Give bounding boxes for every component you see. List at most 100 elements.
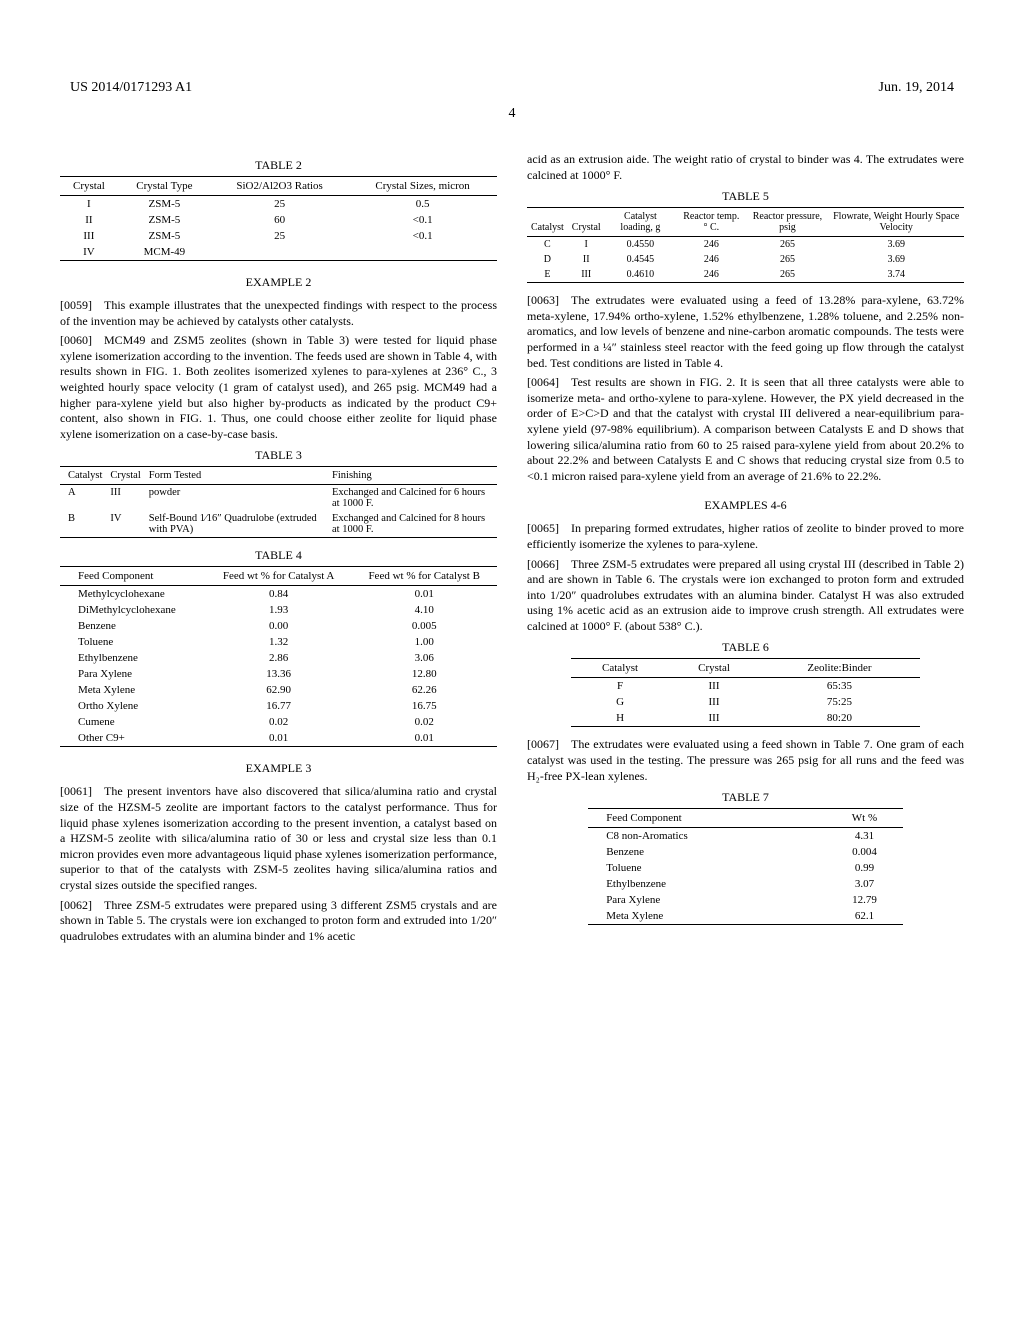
c: Exchanged and Calcined for 6 hours at 10…: [328, 485, 497, 512]
table7: Feed Component Wt % C8 non-Aromatics4.31…: [588, 808, 903, 925]
left-column: TABLE 2 Crystal Crystal Type SiO2/Al2O3 …: [60, 152, 497, 948]
page-number: 4: [60, 106, 964, 122]
c: 62.26: [351, 682, 497, 698]
c: 0.4610: [605, 267, 677, 283]
c: IV: [106, 511, 144, 538]
c: ZSM-5: [118, 196, 211, 213]
c: 0.01: [206, 730, 352, 747]
c: III: [669, 678, 758, 695]
c: III: [669, 710, 758, 727]
t3-h3: Finishing: [328, 467, 497, 485]
t5-h1: Crystal: [568, 208, 605, 237]
c: II: [568, 252, 605, 267]
c: 3.06: [351, 650, 497, 666]
table4: Feed Component Feed wt % for Catalyst A …: [60, 566, 497, 747]
t7-h1: Wt %: [826, 809, 903, 828]
c: Ethylbenzene: [60, 650, 206, 666]
c: 0.01: [351, 586, 497, 603]
c: Para Xylene: [588, 892, 826, 908]
c: 16.77: [206, 698, 352, 714]
t3-h2: Form Tested: [145, 467, 328, 485]
table7-caption: TABLE 7: [527, 790, 964, 805]
c: 80:20: [759, 710, 921, 727]
c: 265: [746, 267, 828, 283]
t6-h2: Zeolite:Binder: [759, 659, 921, 678]
c: Benzene: [588, 844, 826, 860]
table6-caption: TABLE 6: [527, 640, 964, 655]
c: 246: [676, 267, 746, 283]
para-0066: [0066] Three ZSM-5 extrudates were prepa…: [527, 557, 964, 635]
c: DiMethylcyclohexane: [60, 602, 206, 618]
c: 0.004: [826, 844, 903, 860]
para-0064: [0064] Test results are shown in FIG. 2.…: [527, 375, 964, 484]
table2-caption: TABLE 2: [60, 158, 497, 173]
c: 0.99: [826, 860, 903, 876]
c: I: [60, 196, 118, 213]
c: D: [527, 252, 568, 267]
t5-h2: Catalyst loading, g: [605, 208, 677, 237]
c: 16.75: [351, 698, 497, 714]
t4-h2: Feed wt % for Catalyst B: [351, 567, 497, 586]
para-0060: [0060] MCM49 and ZSM5 zeolites (shown in…: [60, 333, 497, 442]
c: III: [568, 267, 605, 283]
t4-h1: Feed wt % for Catalyst A: [206, 567, 352, 586]
c: 0.4545: [605, 252, 677, 267]
t5-h4: Reactor pressure, psig: [746, 208, 828, 237]
c: II: [60, 212, 118, 228]
table4-caption: TABLE 4: [60, 548, 497, 563]
c: I: [568, 237, 605, 253]
table6: Catalyst Crystal Zeolite:Binder FIII65:3…: [571, 658, 921, 727]
c: [348, 244, 497, 261]
t2-h3: Crystal Sizes, micron: [348, 177, 497, 196]
c: 13.36: [206, 666, 352, 682]
c: Benzene: [60, 618, 206, 634]
c: 1.00: [351, 634, 497, 650]
c: Meta Xylene: [60, 682, 206, 698]
table3: Catalyst Crystal Form Tested Finishing A…: [60, 466, 497, 538]
page-header: US 2014/0171293 A1 Jun. 19, 2014: [60, 80, 964, 96]
c: C: [527, 237, 568, 253]
c: [211, 244, 348, 261]
c: 265: [746, 237, 828, 253]
c: 4.10: [351, 602, 497, 618]
c: Toluene: [588, 860, 826, 876]
c: 3.07: [826, 876, 903, 892]
para-0061: [0061] The present inventors have also d…: [60, 784, 497, 893]
right-column: acid as an extrusion aide. The weight ra…: [527, 152, 964, 948]
c: powder: [145, 485, 328, 512]
t5-h5: Flowrate, Weight Hourly Space Velocity: [828, 208, 964, 237]
c: 75:25: [759, 694, 921, 710]
c: <0.1: [348, 228, 497, 244]
t2-h1: Crystal Type: [118, 177, 211, 196]
para-0063: [0063] The extrudates were evaluated usi…: [527, 293, 964, 371]
c: Other C9+: [60, 730, 206, 747]
table5-caption: TABLE 5: [527, 189, 964, 204]
t5-h3: Reactor temp. ° C.: [676, 208, 746, 237]
c: 0.02: [206, 714, 352, 730]
example2-heading: EXAMPLE 2: [60, 275, 497, 290]
c: Cumene: [60, 714, 206, 730]
c: Ethylbenzene: [588, 876, 826, 892]
table5: Catalyst Crystal Catalyst loading, g Rea…: [527, 207, 964, 283]
t6-h1: Crystal: [669, 659, 758, 678]
patent-id: US 2014/0171293 A1: [70, 80, 192, 96]
page-date: Jun. 19, 2014: [879, 80, 954, 96]
two-column-layout: TABLE 2 Crystal Crystal Type SiO2/Al2O3 …: [60, 152, 964, 948]
c: Exchanged and Calcined for 8 hours at 10…: [328, 511, 497, 538]
para-0067: [0067] The extrudates were evaluated usi…: [527, 737, 964, 784]
c: III: [106, 485, 144, 512]
c: Toluene: [60, 634, 206, 650]
c: C8 non-Aromatics: [588, 828, 826, 845]
c: 60: [211, 212, 348, 228]
c: E: [527, 267, 568, 283]
c: IV: [60, 244, 118, 261]
col2-continuation: acid as an extrusion aide. The weight ra…: [527, 152, 964, 183]
t3-h0: Catalyst: [60, 467, 106, 485]
t7-h0: Feed Component: [588, 809, 826, 828]
c: 2.86: [206, 650, 352, 666]
table3-caption: TABLE 3: [60, 448, 497, 463]
c: 0.84: [206, 586, 352, 603]
c: 0.00: [206, 618, 352, 634]
c: 246: [676, 237, 746, 253]
c: 25: [211, 228, 348, 244]
